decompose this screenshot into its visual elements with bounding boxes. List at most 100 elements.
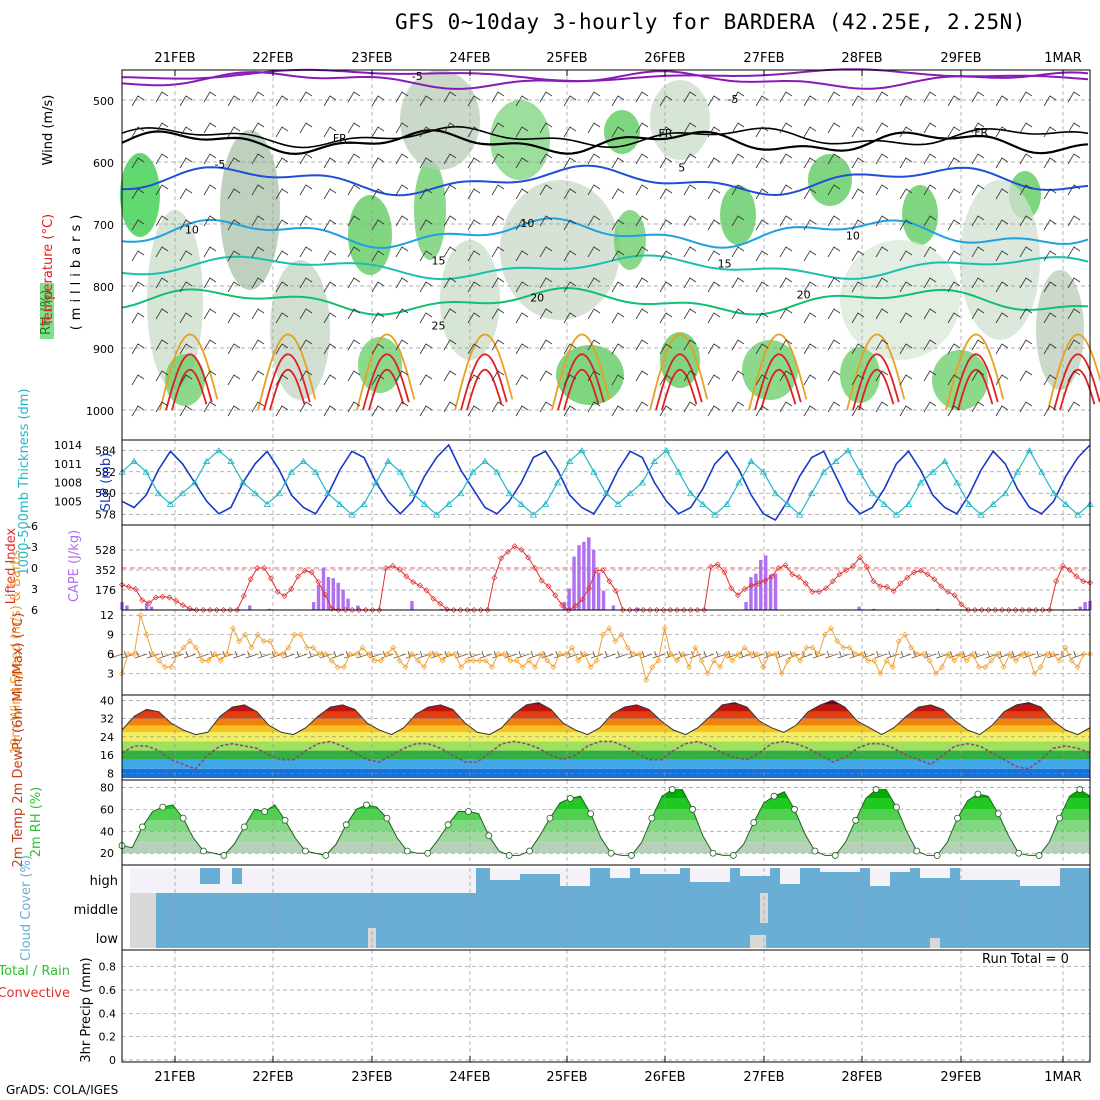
wind-barb [227,281,241,293]
wind-barb [419,157,433,169]
warm-contour [649,333,709,411]
wind-marker [969,651,976,658]
warm-contour [454,333,514,411]
wind-barb [659,157,673,169]
li-marker [498,555,505,562]
li-marker [883,583,890,590]
upper-air-panel: -5 -5 FR FR FR -5 5 10 10 10 15 15 20 20 25 500 600 700 80… [39,68,1100,440]
rh-marker [750,819,758,826]
wind-barb [803,281,817,293]
rh-marker [1056,814,1063,822]
wind-marker [439,657,446,664]
wind-barb [923,339,937,351]
wind-barb [419,95,433,107]
date-label-bottom: 21FEB [154,1070,195,1085]
wind-barb [371,95,385,107]
wind-barb [731,184,745,196]
wind-barb [203,246,217,258]
li-marker [1053,578,1060,585]
temp-band [122,759,1090,769]
rh-shading [358,337,402,393]
li-marker [904,574,911,581]
warm-contour [165,353,213,411]
date-label-bottom: 25FEB [546,1070,587,1085]
wind-marker [661,625,668,632]
li-marker [159,593,166,600]
contour-label: 20 [530,292,544,305]
li-marker [721,569,728,576]
wind-barb [1043,188,1057,200]
warm-contour [655,353,703,411]
wind-barb [371,405,385,417]
wind-barb [683,246,697,258]
wind-marker [1056,657,1063,664]
li-marker [531,565,538,571]
date-label-top: 23FEB [351,51,392,66]
dewpoint-line [121,740,1091,770]
rh-shading [400,70,480,170]
cape-bar [410,600,414,610]
wind-marker [735,651,742,658]
wind-barb [203,308,217,320]
li-marker [741,586,748,592]
wind-barb [1019,153,1033,165]
wind-barb [227,126,241,138]
thickness-tick: 584 [95,444,116,457]
thickness-marker [1013,468,1022,475]
wind-barb [1067,215,1081,227]
wind-barb [179,157,193,169]
wind-barb [563,126,577,138]
wind-marker [976,664,983,671]
wind-barb [825,650,838,659]
wind-marker [599,631,606,638]
thickness-marker [336,500,344,507]
thickness-marker [553,479,562,486]
li-marker [836,571,843,578]
wind-barb [851,281,865,293]
wind-barb [683,308,697,320]
wind-barb [323,281,337,293]
wind-barb [467,405,481,417]
date-label-bottom: 24FEB [449,1070,490,1085]
wind-barb [827,184,841,196]
wind-barb [323,188,337,200]
wind-barb [947,157,961,169]
wind-barb [803,95,817,107]
contour-label: FR [333,132,347,145]
wind-barb [368,650,382,659]
thickness-marker [299,457,308,464]
cape-bar [596,572,601,610]
wind-barb [1043,250,1057,262]
wind-barb [467,95,481,107]
wind-barb [179,405,193,417]
wind-barb [827,277,841,289]
wind-barb [419,188,433,200]
warm-contour [661,368,698,411]
thickness-marker [517,500,526,507]
wind-barb [1019,246,1033,258]
rh-marker [648,814,656,822]
wind-barb [395,91,409,103]
wind-marker [778,670,785,677]
wind-marker [519,664,526,671]
cape-bar [572,556,576,610]
rh-marker [811,847,819,855]
wind-barb [395,122,409,134]
thickness-marker [807,489,816,497]
rh-marker [240,823,248,831]
li-marker [728,585,735,592]
wind-barb [755,343,769,355]
li-tick: -3 [27,541,38,554]
wind-barb [491,91,505,103]
rh-marker [994,810,1002,818]
wind-barb [131,374,145,386]
thickness-marker [311,468,320,475]
cape-bar [1078,606,1082,610]
cape-tick: 176 [95,584,116,597]
wind-marker [809,644,816,651]
wind-marker [168,664,175,671]
thickness-marker [275,489,284,497]
wind-barb [635,215,649,227]
wind-barb [203,122,217,134]
temp-band [122,711,1090,719]
